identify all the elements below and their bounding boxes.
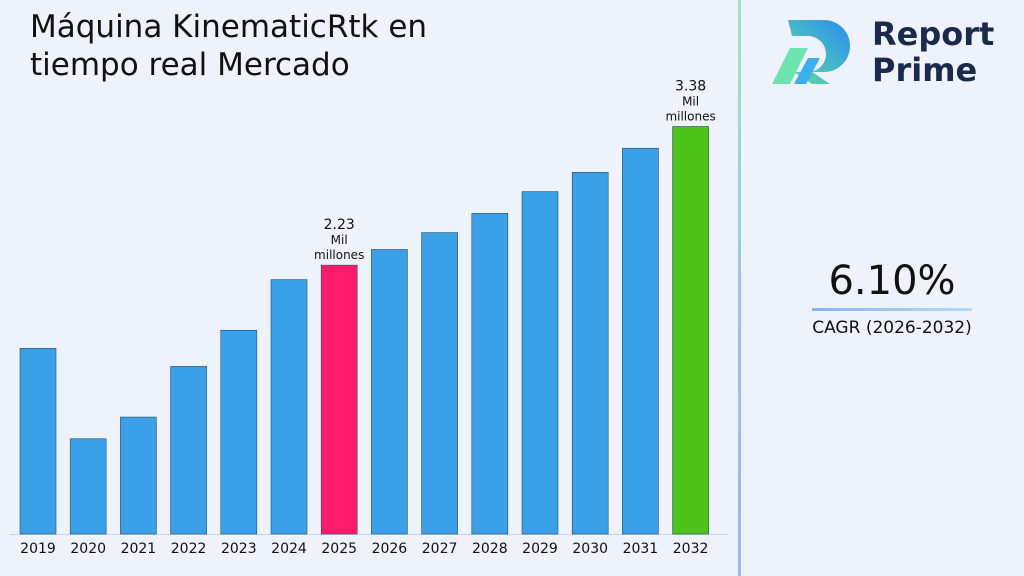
bar-chart: 2019 2020 2021 2022 2023 2024 2025 2026 2027 2028…: [10, 79, 728, 557]
x-tick-label: 2025: [321, 541, 357, 557]
x-tick-label: 2031: [623, 541, 659, 557]
bar-2021: [120, 416, 157, 535]
x-tick-label: 2022: [171, 541, 207, 557]
x-tick-label: 2032: [673, 541, 709, 557]
cagr-underline: [812, 308, 972, 311]
brand-name: Report Prime: [872, 16, 994, 88]
x-tick-label: 2021: [121, 541, 157, 557]
data-label-line: 2.23: [324, 217, 355, 233]
panel-divider: [738, 0, 741, 576]
bar-2029: [521, 191, 559, 535]
data-label-line: Mil: [682, 95, 699, 109]
bar-2027: [421, 232, 458, 535]
x-tick-label: 2029: [522, 541, 558, 557]
data-label-line: 3.38: [675, 79, 706, 95]
brand-line-1: Report: [872, 15, 995, 53]
bar-2019: [19, 348, 57, 535]
data-label-line: Mil: [331, 233, 348, 247]
report-prime-logo: Report Prime: [768, 14, 1008, 90]
x-tick-label: 2030: [572, 541, 608, 557]
chart-title: Máquina KinematicRtk en tiempo real Merc…: [30, 9, 428, 83]
bar-2030: [571, 172, 609, 535]
x-tick-label: 2024: [271, 541, 307, 557]
x-tick-label: 2026: [372, 541, 408, 557]
bar-2022: [170, 366, 207, 535]
cagr-label: CAGR (2026-2032): [812, 318, 972, 338]
bar-2020: [69, 438, 107, 535]
chart-panel: Máquina KinematicRtk en tiempo real Merc…: [10, 9, 728, 557]
bar-2024: [270, 279, 308, 535]
cagr-panel: 6.10% CAGR (2026-2032): [760, 256, 1024, 339]
data-label-line: millones: [665, 110, 715, 124]
cagr-value: 6.10%: [828, 258, 956, 304]
report-prime-logo-icon: [772, 20, 850, 84]
bar-2023: [220, 329, 258, 535]
x-tick-label: 2019: [20, 541, 56, 557]
brand-line-2: Prime: [872, 51, 978, 89]
bar-2032: [672, 126, 709, 535]
data-label-line: millones: [314, 248, 364, 262]
x-tick-label: 2023: [221, 541, 257, 557]
bar-2025: [320, 264, 358, 535]
bar-2028: [471, 213, 509, 535]
x-tick-label: 2020: [70, 541, 106, 557]
x-tick-label: 2027: [422, 541, 458, 557]
bar-2031: [622, 147, 659, 535]
x-tick-label: 2028: [472, 541, 508, 557]
bar-2026: [371, 249, 408, 535]
